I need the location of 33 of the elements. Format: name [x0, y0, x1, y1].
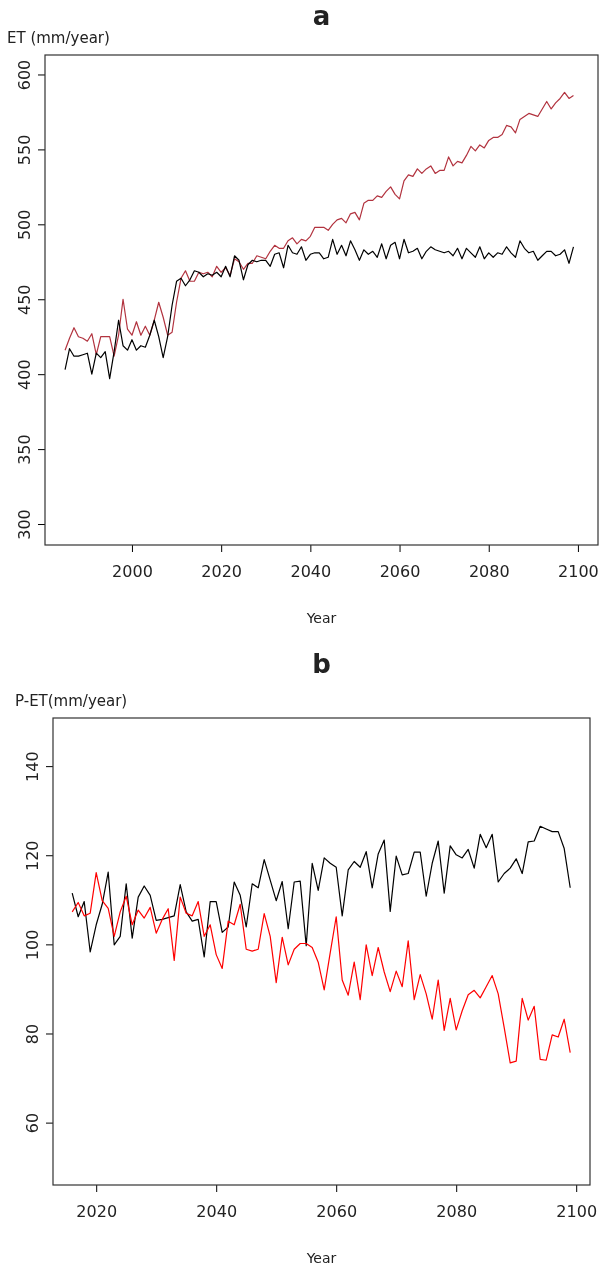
x-tick-label: 2020 — [201, 562, 243, 582]
x-tick-label: 2000 — [112, 562, 153, 582]
line-series — [64, 238, 575, 380]
y-tick-label: 100 — [23, 929, 43, 961]
chart-title: a — [312, 1, 331, 31]
y-tick-label: 400 — [15, 359, 35, 390]
x-tick-label: 2080 — [468, 562, 510, 582]
y-tick-label: 450 — [15, 284, 35, 316]
x-tick-label: 2100 — [558, 562, 599, 582]
y-tick-label: 500 — [15, 209, 35, 241]
y-tick-label: 600 — [15, 59, 35, 91]
y-tick-label: 80 — [23, 1023, 43, 1045]
y-axis-title: ET (mm/year) — [7, 29, 110, 47]
chart-title: b — [312, 649, 331, 679]
line-series — [64, 91, 575, 357]
x-tick-label: 2100 — [556, 1202, 598, 1222]
x-axis-title: Year — [305, 1250, 337, 1266]
y-axis-title: P-ET(mm/year) — [15, 692, 128, 710]
line-series — [71, 872, 571, 1064]
y-tick-label: 140 — [23, 751, 43, 782]
x-tick-label: 2040 — [196, 1202, 238, 1222]
x-tick-label: 2060 — [379, 562, 421, 582]
y-tick-label: 350 — [15, 434, 35, 465]
x-tick-label: 2060 — [316, 1202, 358, 1222]
x-tick-label: 2020 — [76, 1202, 118, 1222]
x-axis-title: Year — [305, 610, 337, 626]
line-series — [71, 825, 571, 958]
y-tick-label: 550 — [15, 134, 35, 166]
y-tick-label: 60 — [23, 1112, 43, 1134]
y-tick-label: 300 — [15, 509, 35, 540]
x-tick-label: 2080 — [436, 1202, 478, 1222]
y-tick-label: 120 — [23, 840, 43, 872]
x-tick-label: 2040 — [290, 562, 332, 582]
